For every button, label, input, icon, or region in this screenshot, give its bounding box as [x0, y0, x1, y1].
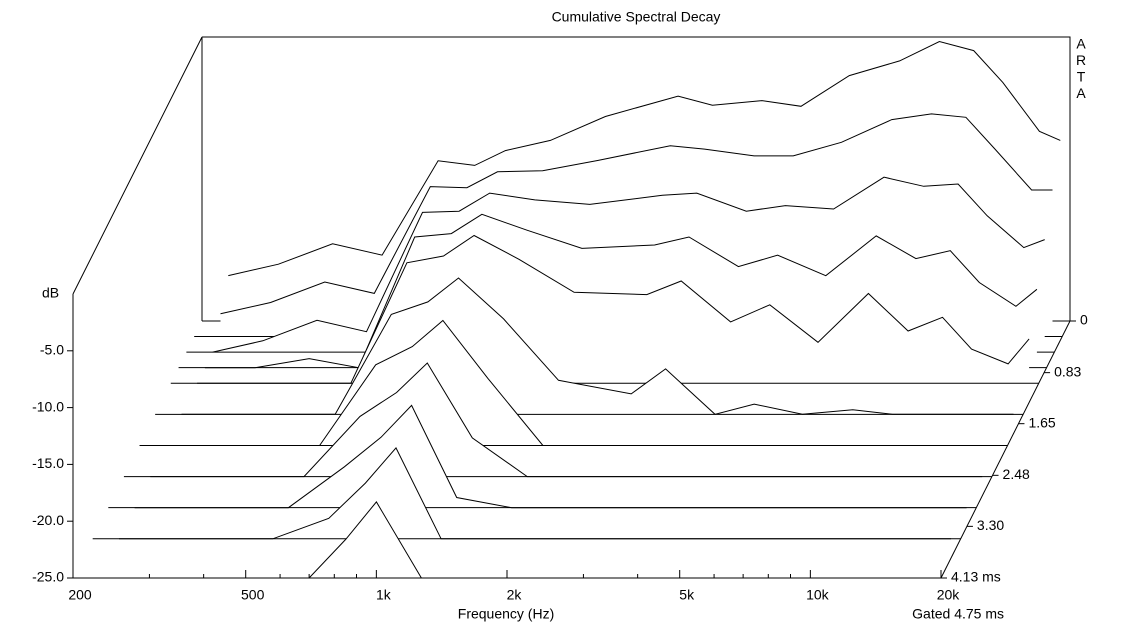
- x-tick-label: 1k: [376, 587, 392, 603]
- y-tick-label: -5.0: [40, 342, 64, 358]
- z-tick-label: 0: [1080, 312, 1088, 328]
- plot: 200 500 1k 2k 5k 10k 20k -5.0 -10.0 -15.0 -20.0 -25…: [32, 36, 1088, 603]
- slice-line: [212, 176, 1045, 353]
- y-axis-label: dB: [42, 285, 59, 301]
- x-tick-label: 500: [241, 587, 265, 603]
- z-tick-label: 3.30: [977, 517, 1004, 533]
- watermark-letter: T: [1077, 69, 1086, 85]
- frame: [72, 36, 1071, 321]
- watermark-letter: A: [1076, 85, 1086, 101]
- z-tick-label: 2.48: [1003, 466, 1030, 482]
- slice-fill: [150, 363, 983, 477]
- z-axis: [940, 320, 1071, 579]
- watermark-letter: R: [1076, 52, 1086, 68]
- y-tick-label: -20.0: [32, 512, 64, 528]
- x-axis-label: Frequency (Hz): [458, 606, 554, 622]
- x-tick-label: 10k: [806, 587, 830, 603]
- y-tick-label: -15.0: [32, 455, 64, 471]
- x-tick-label: 2k: [507, 587, 523, 603]
- slice-line: [220, 113, 1053, 315]
- chart-title: Cumulative Spectral Decay: [552, 9, 721, 25]
- slice-line: [228, 40, 1061, 277]
- z-tick-label: 0.83: [1054, 363, 1081, 379]
- x-tick-label: 200: [68, 587, 92, 603]
- slice-line: [197, 234, 1030, 384]
- z-tick-label: 4.13 ms: [951, 569, 1001, 585]
- x-tick-label: 20k: [937, 587, 961, 603]
- y-tick-label: -25.0: [32, 569, 64, 585]
- watermark-letter: A: [1076, 36, 1086, 52]
- z-tick-label: 1.65: [1028, 414, 1055, 430]
- gate-note: Gated 4.75 ms: [912, 606, 1004, 622]
- x-tick-label: 5k: [679, 587, 695, 603]
- slice-fill: [134, 405, 967, 508]
- y-tick-label: -10.0: [32, 398, 64, 414]
